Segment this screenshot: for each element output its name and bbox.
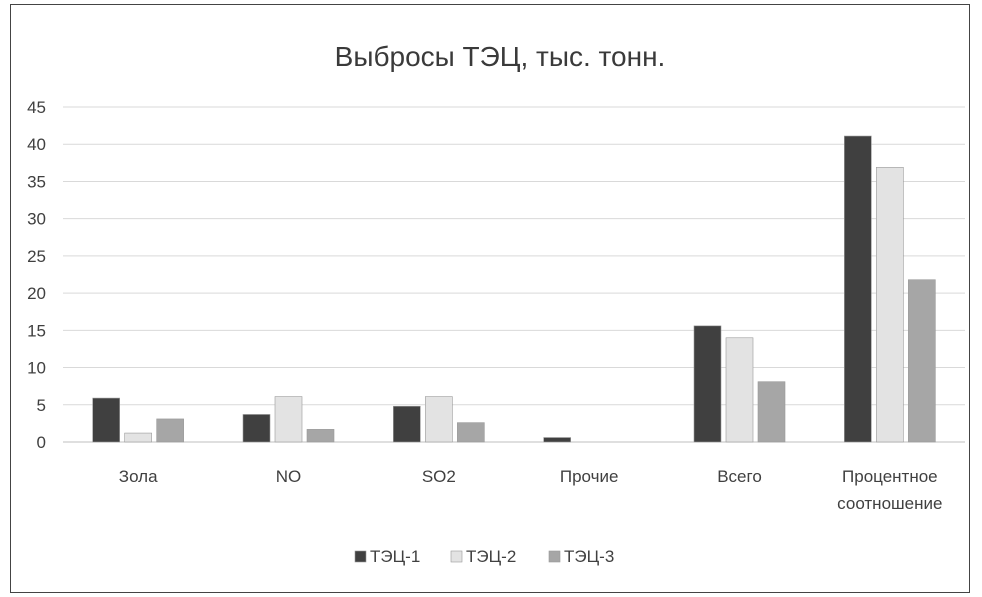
y-tick-label: 20 <box>27 284 46 303</box>
x-category-label: Процентное соотношение <box>837 467 942 513</box>
y-tick-label: 35 <box>27 172 46 191</box>
bar-ТЭЦ-1-Зола <box>92 397 120 443</box>
legend-item-ТЭЦ-1: ТЭЦ-1 <box>354 547 420 566</box>
legend-label: ТЭЦ-1 <box>370 547 420 566</box>
x-category-label-line: Процентное <box>842 467 938 486</box>
y-tick-label: 45 <box>27 98 46 117</box>
chart-title: Выбросы ТЭЦ, тыс. тонн. <box>335 41 666 72</box>
x-category-label: NO <box>276 467 302 486</box>
bar-ТЭЦ-3-Всего <box>757 381 786 443</box>
x-category-label-line: SO2 <box>422 467 456 486</box>
bar-ТЭЦ-1-SO2 <box>393 405 421 443</box>
x-category-label-line: Всего <box>717 467 762 486</box>
bar-ТЭЦ-1-Всего <box>693 325 722 443</box>
bar-ТЭЦ-1-Прочие <box>543 437 571 443</box>
bar-ТЭЦ-3-Процентное соотношение <box>908 279 936 443</box>
bar-ТЭЦ-2-SO2 <box>425 396 453 443</box>
y-tick-label: 30 <box>27 210 46 229</box>
x-category-label: Всего <box>717 467 762 486</box>
bar-ТЭЦ-2-NO <box>274 396 303 443</box>
y-tick-label: 40 <box>27 135 46 154</box>
x-category-label-line: Прочие <box>560 467 619 486</box>
bar-ТЭЦ-1-Процентное соотношение <box>844 135 872 443</box>
x-category-label: SO2 <box>422 467 456 486</box>
legend-swatch <box>354 550 367 563</box>
x-category-label: Прочие <box>560 467 619 486</box>
legend-swatch <box>450 550 463 563</box>
x-axis-categories: Зола NO SO2 Прочие Всего Процентное соотношени… <box>119 467 943 513</box>
bar-ТЭЦ-3-Зола <box>156 418 184 443</box>
y-tick-label: 15 <box>27 321 46 340</box>
y-axis-ticks: 0 5 10 15 20 25 30 35 40 45 <box>27 98 46 452</box>
bar-ТЭЦ-2-Всего <box>725 337 754 443</box>
bar-ТЭЦ-3-NO <box>306 429 335 443</box>
legend-swatch <box>548 550 561 563</box>
y-tick-label: 5 <box>37 396 46 415</box>
x-category-label-line: соотношение <box>837 494 942 513</box>
bars <box>92 135 936 443</box>
y-tick-label: 10 <box>27 359 46 378</box>
bar-ТЭЦ-1-NO <box>242 414 271 443</box>
legend: ТЭЦ-1 ТЭЦ-2 ТЭЦ-3 <box>354 547 614 566</box>
bar-ТЭЦ-3-SO2 <box>457 422 485 443</box>
gridlines <box>63 106 965 443</box>
legend-item-ТЭЦ-3: ТЭЦ-3 <box>548 547 614 566</box>
x-category-label-line: NO <box>276 467 302 486</box>
legend-item-ТЭЦ-2: ТЭЦ-2 <box>450 547 516 566</box>
bar-ТЭЦ-2-Зола <box>124 432 152 443</box>
bar-ТЭЦ-2-Процентное соотношение <box>876 167 904 443</box>
chart-frame <box>10 4 970 593</box>
x-category-label-line: Зола <box>119 467 158 486</box>
legend-label: ТЭЦ-2 <box>466 547 516 566</box>
x-category-label: Зола <box>119 467 158 486</box>
y-tick-label: 0 <box>37 433 46 452</box>
y-tick-label: 25 <box>27 247 46 266</box>
legend-label: ТЭЦ-3 <box>564 547 614 566</box>
